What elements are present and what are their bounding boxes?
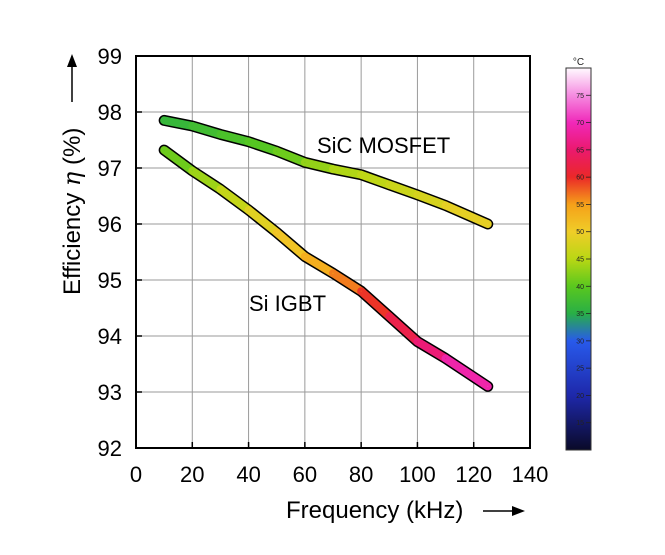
colorbar-tick-label: 20 [576,393,584,400]
colorbar-tick-label: 40 [576,284,584,291]
data-point [276,150,278,152]
data-point [332,272,334,274]
data-point [416,194,419,196]
x-tick-label: 40 [236,462,260,487]
series-segment [300,252,337,278]
plot-frame [135,55,531,449]
series-segment [216,185,253,214]
series-segment [300,158,337,174]
y-axis-label-eta: η [58,171,86,186]
data-point [247,141,250,143]
series-segment [188,166,225,194]
series-segment [357,170,394,189]
colorbar-tick-label: 55 [576,202,584,209]
series-lines [158,114,494,392]
data-point [219,133,222,135]
y-tick-label: 97 [98,156,122,181]
y-tick-label: 99 [98,44,122,69]
series-label-si-igbt: Si IGBT [249,291,326,316]
data-point [304,255,306,258]
data-point [163,119,165,121]
series-segment [188,122,225,139]
data-point [332,168,334,170]
series-segment [413,337,450,363]
colorbar-tick-label: 65 [576,147,584,154]
x-axis-ticks: 0 20 40 60 80 100 120 140 [130,442,548,487]
y-tick-label: 96 [98,212,122,237]
y-tick-label: 95 [98,268,122,293]
series-segment [272,147,309,167]
data-point [444,357,447,359]
data-point [191,125,193,127]
x-tick-label: 120 [455,462,492,487]
colorbar-tick-label: 25 [576,366,584,373]
data-point [360,290,362,292]
colorbar-tick-label: 45 [576,257,584,264]
series-label-sic-mosfet: SiC MOSFET [317,133,450,158]
data-point [276,231,278,233]
data-point [191,170,193,172]
data-point [487,385,489,387]
x-tick-label: 60 [293,462,317,487]
series-segment [329,165,366,179]
data-point [388,315,390,317]
temperature-colorbar: °C 15 20 25 30 35 40 45 50 55 60 65 70 75 [565,57,592,451]
colorbar-tick-label: 60 [576,175,584,182]
x-tick-label: 20 [180,462,204,487]
series-segment [244,206,281,237]
y-tick-label: 94 [98,324,122,349]
series-segment [441,354,492,391]
colorbar-tick-label: 50 [576,229,584,236]
data-point [360,174,362,176]
x-axis-label: Frequency (kHz) [286,497,463,524]
series-segment [357,287,394,321]
y-axis-ticks: 92 93 94 95 96 97 98 99 [98,44,142,461]
y-tick-label: 92 [98,436,122,461]
series-segment [329,269,366,296]
series-segment [160,116,197,130]
colorbar-tick-label: 75 [576,93,584,100]
x-tick-label: 0 [130,462,142,487]
colorbar-unit: °C [573,57,584,68]
series-segment [413,190,450,210]
data-point [444,204,447,207]
y-axis-label: Efficiency η (%) [58,128,86,295]
series-segment [160,146,197,175]
data-point [247,209,250,211]
y-axis-arrow-head [67,54,77,67]
data-point [304,161,306,163]
colorbar-tick-label: 70 [576,120,584,127]
y-tick-label: 93 [98,380,122,405]
data-point [416,341,419,343]
series-segment [385,180,422,199]
colorbar-tick-label: 15 [576,420,584,427]
series-segment [216,130,253,146]
x-tick-label: 140 [512,462,549,487]
colorbar-tick-label: 30 [576,338,584,345]
grid [136,56,530,448]
x-axis-title: Frequency (kHz) [286,497,525,524]
x-axis-arrow-head [512,506,525,516]
colorbar-ticks: 15 20 25 30 35 40 45 50 55 60 65 70 75 [576,93,591,427]
y-axis-label-unit: (%) [59,128,86,172]
series-segment [441,201,492,228]
series-segment [385,312,422,346]
x-tick-label: 80 [349,462,373,487]
y-axis-title: Efficiency η (%) [58,54,86,295]
series-segment [272,228,309,261]
y-tick-label: 98 [98,100,122,125]
colorbar-tick-label: 35 [576,311,584,318]
x-tick-label: 100 [399,462,436,487]
series-si-igbt [158,144,494,392]
data-point [487,223,489,225]
series-sic-mosfet [158,114,494,230]
data-point [388,184,390,186]
data-point [219,188,222,190]
y-axis-label-prefix: Efficiency [59,186,86,295]
series-segment [244,137,281,156]
data-point [163,149,165,151]
